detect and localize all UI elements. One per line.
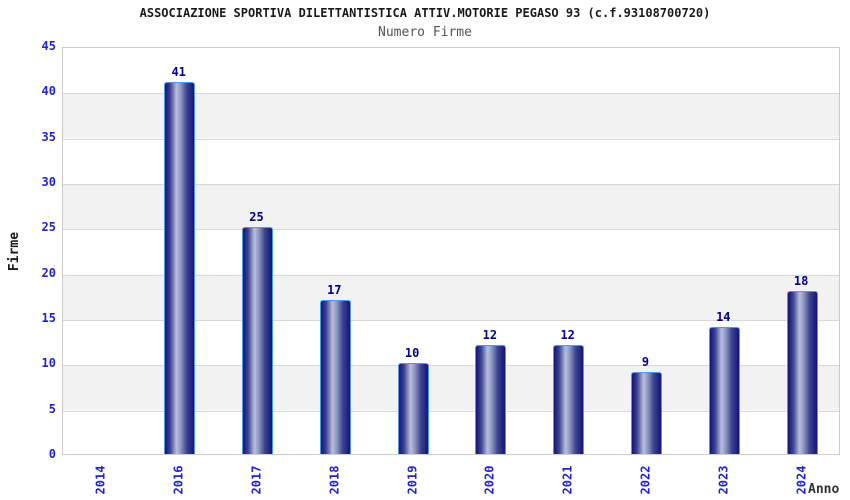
plot-area	[62, 47, 840, 455]
grid-line	[63, 274, 839, 276]
x-tick-label-text: 2023	[716, 465, 731, 495]
y-tick-label: 25	[41, 220, 56, 235]
x-tick-label-text: 2018	[327, 465, 342, 495]
y-tick-label: 20	[41, 265, 56, 280]
x-tick-label-text: 2019	[405, 465, 420, 495]
bar	[164, 82, 196, 454]
bar	[631, 372, 662, 454]
x-tick-label-text: 2017	[249, 465, 264, 495]
x-tick-label: 2024	[781, 460, 821, 500]
x-tick-label: 2018	[314, 460, 354, 500]
x-tick-label-text: 2021	[560, 465, 575, 495]
grid-line	[63, 365, 839, 367]
y-tick-label: 0	[48, 447, 56, 461]
x-tick-label: 2019	[392, 460, 432, 500]
bar-value-label: 10	[404, 346, 420, 361]
chart-subtitle: Numero Firme	[378, 25, 472, 40]
x-tick-label: 2014	[81, 460, 121, 500]
bar-value-label: 12	[560, 328, 575, 343]
y-tick-label: 15	[41, 311, 56, 325]
x-tick-label-text: 2022	[638, 465, 653, 495]
grid-line	[63, 138, 839, 140]
bar-value-label: 18	[793, 273, 809, 288]
grid-line	[63, 184, 839, 185]
x-tick-label: 2016	[159, 460, 199, 500]
x-tick-label-text: 2016	[171, 465, 186, 495]
bar	[397, 363, 429, 454]
x-tick-label: 2021	[548, 460, 588, 500]
bar-value-label: 17	[327, 282, 342, 297]
y-tick-label: 5	[48, 401, 56, 416]
x-tick-label: 2022	[626, 460, 666, 500]
bar-value-label: 9	[641, 355, 650, 370]
grid-line	[63, 410, 839, 412]
bar	[319, 299, 351, 454]
x-tick-label-text: 2014	[93, 465, 108, 495]
y-tick-label: 30	[41, 175, 56, 189]
x-tick-label-text: 2020	[482, 465, 497, 495]
x-tick-label: 2017	[237, 460, 277, 500]
x-axis-title: Anno	[808, 482, 840, 497]
y-tick-label: 10	[41, 356, 56, 371]
bar-value-label: 14	[716, 310, 731, 325]
bar	[475, 345, 507, 454]
y-tick-label: 45	[41, 39, 56, 53]
grid-line	[63, 229, 839, 231]
bar	[242, 227, 273, 454]
grid-line	[63, 93, 839, 95]
bar-value-label: 12	[482, 328, 498, 343]
chart-title: ASSOCIAZIONE SPORTIVA DILETTANTISTICA AT…	[139, 6, 711, 20]
x-tick-label-text: 2024	[794, 465, 809, 495]
y-axis-title: Firme	[2, 231, 28, 270]
y-tick-label: 40	[41, 84, 56, 99]
y-tick-label: 35	[41, 129, 56, 144]
bar-value-label: 25	[249, 210, 264, 225]
grid-line	[63, 320, 839, 321]
x-tick-label: 2023	[703, 460, 743, 500]
bar-value-label: 41	[171, 65, 186, 80]
bar	[553, 345, 585, 454]
bar	[708, 327, 740, 454]
bar	[786, 290, 818, 454]
x-tick-label: 2020	[470, 460, 510, 500]
